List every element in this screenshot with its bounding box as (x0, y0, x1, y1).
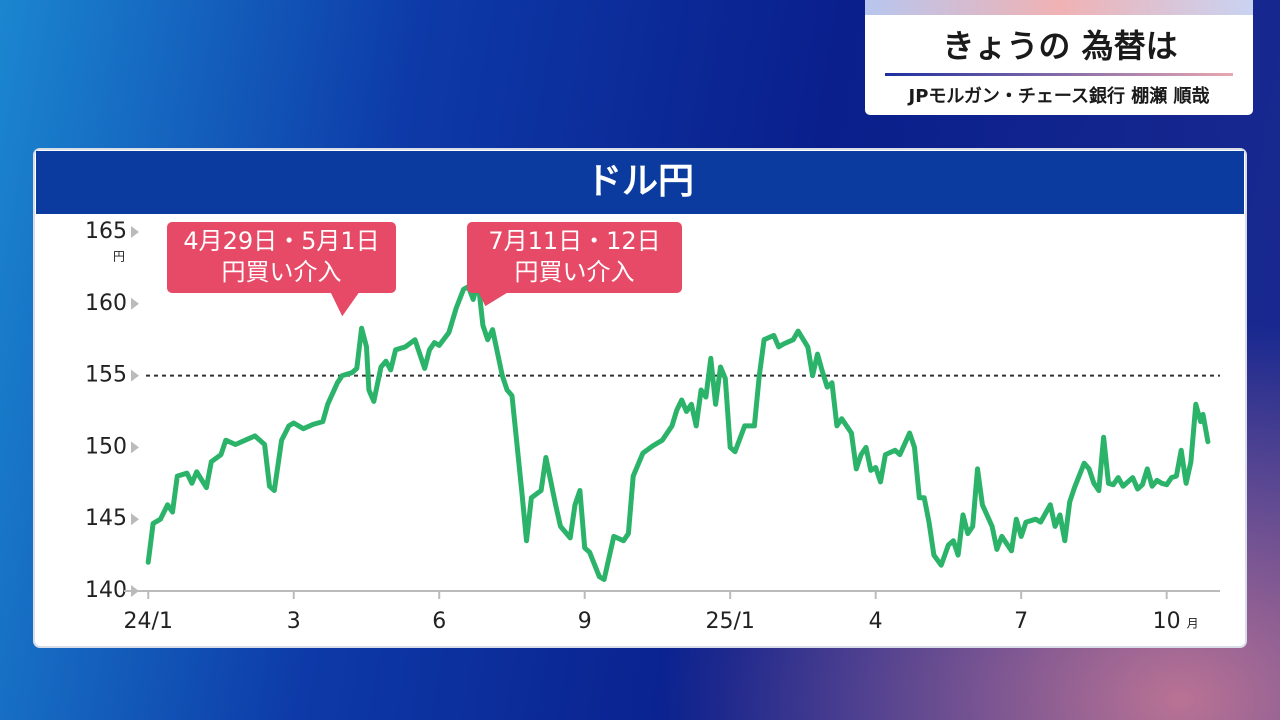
callout-text: 7月11日・12日 (488, 227, 660, 255)
x-tick-label: 10 (1153, 609, 1181, 634)
header-box (865, 0, 1253, 115)
y-tick-mark (131, 513, 139, 526)
y-tick-mark (131, 226, 139, 238)
callout-tail (330, 291, 360, 317)
y-tick-mark (131, 297, 139, 310)
chart-title: ドル円 (586, 161, 694, 202)
y-tick-label: 160 (85, 291, 127, 316)
y-tick-label: 145 (85, 506, 127, 531)
callout-box (167, 222, 396, 293)
y-tick-label: 165 (85, 219, 127, 244)
price-line (145, 278, 1211, 582)
y-tick-mark (131, 369, 139, 382)
callout-text: 4月29日・5月1日 (183, 227, 379, 255)
x-tick-label: 25/1 (705, 609, 754, 634)
header-subtitle: JPモルガン・チェース銀行 棚瀬 順哉 (907, 85, 1210, 107)
x-unit: 月 (1187, 617, 1199, 631)
x-tick-label: 6 (432, 609, 446, 634)
x-tick-label: 3 (287, 609, 301, 634)
chart-title-bar (36, 151, 1244, 214)
y-tick-label: 150 (85, 434, 127, 459)
header-strip (865, 0, 1253, 15)
y-tick-mark (131, 441, 139, 454)
x-tick-label: 24/1 (124, 609, 173, 634)
y-tick-label: 155 (85, 363, 127, 388)
x-tick-label: 4 (869, 609, 883, 634)
callout-text: 円買い介入 (515, 258, 635, 286)
header-rule (885, 73, 1233, 76)
y-unit: 円 (113, 250, 125, 264)
y-tick-label: 140 (85, 578, 127, 603)
x-tick-label: 7 (1014, 609, 1028, 634)
header-title: きょうの 為替は (942, 27, 1177, 65)
callout-text: 円買い介入 (222, 258, 342, 286)
x-tick-label: 9 (578, 609, 592, 634)
callout-box (467, 222, 682, 293)
callout-tail (478, 291, 510, 307)
